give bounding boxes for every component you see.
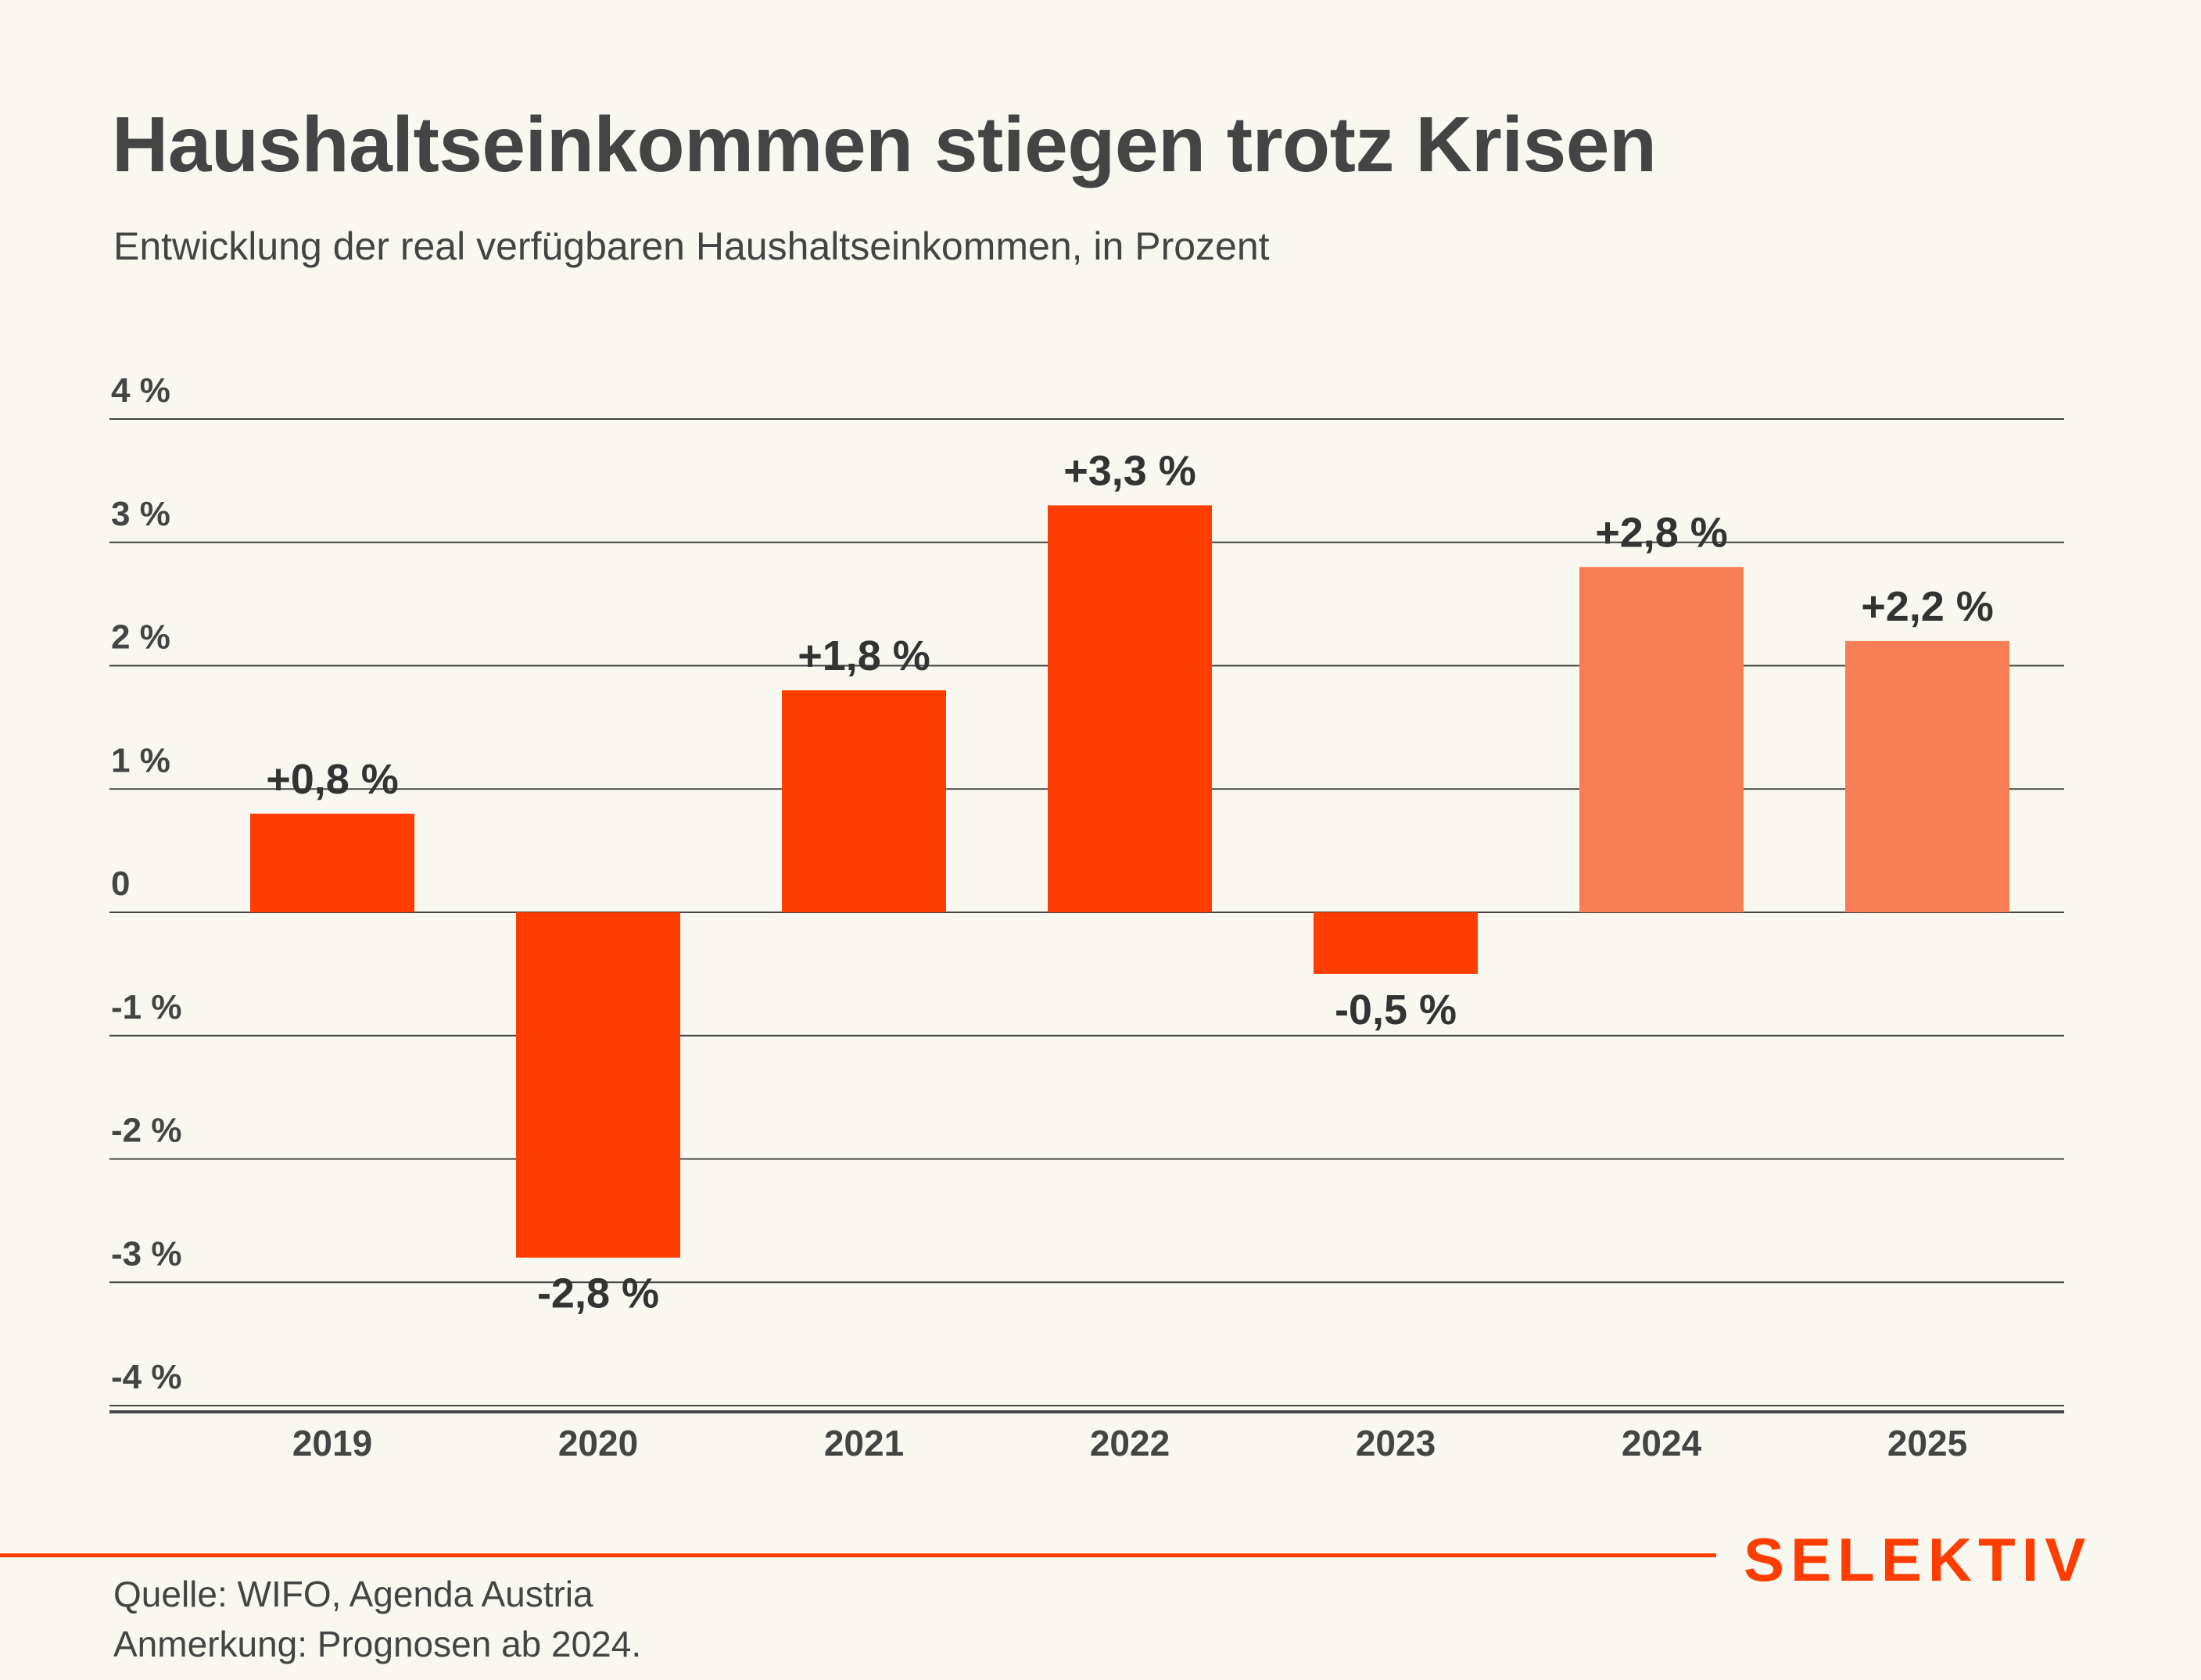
data-labels: +0,8 % -2,8 % +1,8 % +3,3 % -0,5 % +2,8 % +2,2… [266,447,1994,1316]
y-tick-label: 3 % [111,495,170,533]
chart-title: Haushaltseinkommen stiegen trotz Krisen [112,101,1657,188]
y-axis-ticks: 4 % 3 % 2 % 1 % 0 -1 % -2 % -3 % -4 % [111,371,181,1396]
footer-divider [0,1553,1716,1557]
x-tick-label-2024: 2024 [1622,1423,1702,1463]
data-label-2022: +3,3 % [1063,447,1196,494]
bar-2025 [1845,640,2009,912]
bar-2022 [1048,505,1212,912]
bar-2024 [1579,567,1744,912]
remark-note: Anmerkung: Prognosen ab 2024. [113,1624,642,1664]
x-tick-label-2021: 2021 [824,1423,904,1463]
x-tick-label-2023: 2023 [1356,1423,1436,1463]
data-label-2023: -0,5 % [1335,987,1457,1033]
y-tick-label: 0 [111,865,130,903]
bar-2020 [516,912,680,1258]
x-axis-ticks: 2019 2020 2021 2022 2023 2024 2025 [292,1423,1967,1463]
x-tick-label-2025: 2025 [1887,1423,1967,1463]
y-tick-label: -2 % [111,1112,181,1150]
y-tick-label: -1 % [111,988,181,1026]
x-tick-label-2022: 2022 [1090,1423,1170,1463]
bar-2023 [1314,912,1478,974]
chart-subtitle: Entwicklung der real verfügbaren Haushal… [113,224,1270,268]
source-note: Quelle: WIFO, Agenda Austria [113,1574,593,1614]
brand-logo: SELEKTIV [1744,1525,2092,1594]
y-tick-label: 1 % [111,741,170,779]
data-label-2024: +2,8 % [1595,509,1728,556]
x-tick-label-2019: 2019 [292,1423,372,1463]
data-label-2025: +2,2 % [1861,583,1994,630]
data-label-2021: +1,8 % [798,632,930,679]
bar-2021 [782,690,946,912]
y-tick-label: -3 % [111,1234,181,1273]
data-label-2020: -2,8 % [537,1270,659,1317]
x-tick-label-2020: 2020 [558,1423,638,1463]
data-label-2019: +0,8 % [266,756,399,803]
y-tick-label: 2 % [111,618,170,657]
bars [250,505,2009,1258]
bar-2019 [250,813,414,912]
y-tick-label: -4 % [111,1358,181,1396]
y-tick-label: 4 % [111,371,170,410]
